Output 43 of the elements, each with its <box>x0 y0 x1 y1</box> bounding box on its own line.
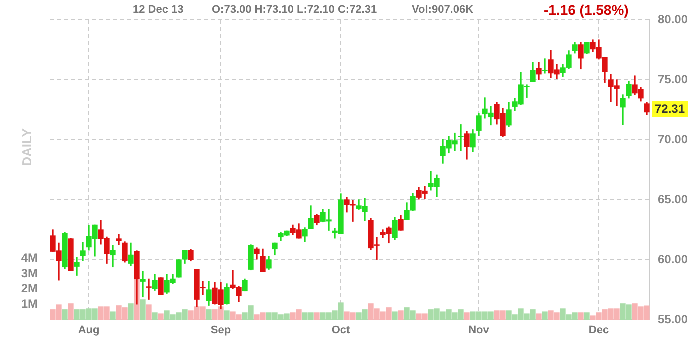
text: -1.16 (1.58%) <box>544 2 629 18</box>
text: O:73.00 H:73.10 L:72.10 C:72.31 <box>212 4 378 16</box>
y-tick-label: 70.00 <box>658 132 688 146</box>
bar <box>224 310 230 320</box>
y2-tick-label: 2M <box>21 282 38 296</box>
bar <box>578 312 584 320</box>
bar <box>398 310 404 320</box>
bar <box>128 304 134 320</box>
bar <box>542 312 548 320</box>
bar <box>584 312 590 320</box>
bar <box>392 312 398 320</box>
y-tick-label: 80.00 <box>658 12 688 26</box>
y2-tick-label: 1M <box>21 297 38 312</box>
x-tick-label: Sep <box>210 324 232 337</box>
bar <box>314 312 320 320</box>
text: 12 Dec 13 <box>133 4 184 16</box>
text: 72.31 <box>652 101 688 117</box>
candlestick <box>140 271 146 298</box>
candlestick <box>458 124 464 152</box>
candlestick <box>146 278 152 300</box>
x-tick-label: Oct <box>332 324 350 337</box>
y-tick-label: 65.00 <box>658 192 688 206</box>
y2-tick-label: 3M <box>21 266 38 280</box>
x-tick-label: Nov <box>468 324 490 337</box>
bar <box>62 310 68 320</box>
x-tick-label: Dec <box>588 324 610 337</box>
y-tick-label: 75.00 <box>658 72 688 86</box>
candlestick <box>116 234 122 246</box>
bar <box>206 310 212 320</box>
bar <box>158 314 164 320</box>
bar <box>140 300 146 320</box>
y-tick-label: 60.00 <box>658 252 688 266</box>
y-tick-label: 55.00 <box>658 312 688 326</box>
x-tick-label: Aug <box>78 324 100 337</box>
bar <box>146 304 152 320</box>
text: Vol:907.06K <box>412 4 474 16</box>
y2-tick-label: 4M <box>21 251 38 266</box>
bar <box>536 314 542 320</box>
bar <box>464 312 470 320</box>
bar <box>68 304 74 320</box>
candlestick <box>542 58 548 74</box>
bar <box>110 312 116 320</box>
bar <box>152 312 158 320</box>
